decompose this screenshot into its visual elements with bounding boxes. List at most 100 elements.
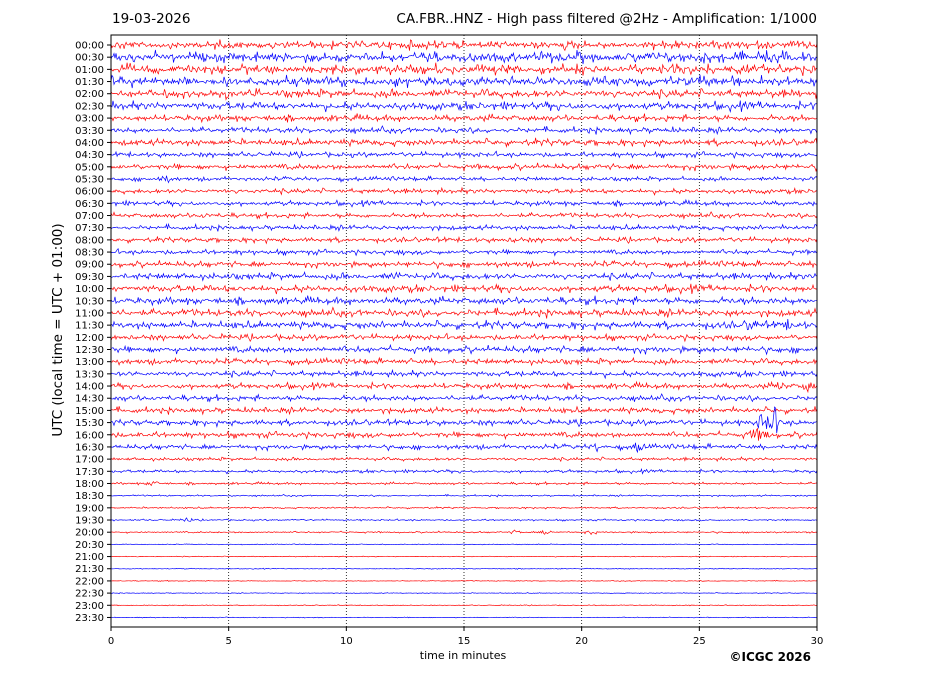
- trace-row-1930: [110, 517, 818, 522]
- trace-rows: [110, 39, 818, 619]
- row-label: 07:00: [75, 211, 104, 222]
- trace-row-0700: [110, 211, 818, 220]
- plot-frame: [110, 34, 818, 628]
- row-label: 13:00: [75, 357, 104, 368]
- row-label: 05:30: [75, 174, 104, 185]
- row-label: 22:30: [75, 589, 104, 600]
- row-label: 00:00: [75, 41, 104, 52]
- date-label: 19-03-2026: [112, 11, 191, 27]
- trace-row-1100: [110, 306, 818, 319]
- trace-row-0530: [110, 175, 818, 184]
- row-label: 07:30: [75, 223, 104, 234]
- row-label: 23:00: [75, 601, 104, 612]
- row-label: 09:00: [75, 260, 104, 271]
- row-label: 06:00: [75, 187, 104, 198]
- x-tick-label: 0: [108, 636, 114, 647]
- x-tick-label: 30: [811, 636, 824, 647]
- row-label: 11:30: [75, 321, 104, 332]
- trace-row-2200: [110, 579, 818, 582]
- row-label: 08:30: [75, 248, 104, 259]
- row-label: 06:30: [75, 199, 104, 210]
- row-label: 04:30: [75, 150, 104, 161]
- row-label: 13:30: [75, 369, 104, 380]
- trace-row-2100: [110, 555, 818, 558]
- trace-row-0030: [110, 49, 818, 65]
- trace-row-1800: [110, 480, 818, 487]
- row-label: 19:00: [75, 503, 104, 514]
- trace-row-0430: [110, 150, 818, 160]
- row-label: 19:30: [75, 516, 104, 527]
- trace-row-2030: [110, 543, 818, 546]
- row-label: 23:30: [75, 613, 104, 624]
- trace-row-2130: [110, 567, 817, 570]
- trace-row-0830: [110, 247, 818, 257]
- trace-row-1000: [110, 283, 818, 295]
- row-label: 18:00: [75, 479, 104, 490]
- trace-row-0200: [110, 87, 818, 101]
- row-label: 21:30: [75, 564, 104, 575]
- trace-row-2230: [110, 592, 818, 595]
- row-label: 14:30: [75, 394, 104, 405]
- trace-row-1430: [110, 393, 818, 403]
- trace-row-0000: [110, 39, 818, 52]
- row-label: 12:00: [75, 333, 104, 344]
- trace-row-0300: [110, 113, 818, 124]
- x-tick-label: 10: [340, 636, 353, 647]
- trace-row-1630: [110, 442, 818, 454]
- row-label: 17:00: [75, 455, 104, 466]
- trace-row-1530: [110, 406, 818, 434]
- trace-row-0230: [110, 100, 818, 113]
- row-label: 14:00: [75, 382, 104, 393]
- trace-row-1900: [110, 506, 818, 510]
- trace-row-0930: [110, 270, 818, 282]
- x-tick-labels: 0 5 10 15 20 25 30: [108, 627, 824, 647]
- row-label: 18:30: [75, 491, 104, 502]
- row-label: 03:00: [75, 114, 104, 125]
- row-label: 10:00: [75, 284, 104, 295]
- row-label: 15:00: [75, 406, 104, 417]
- trace-row-0800: [110, 235, 818, 245]
- row-label: 04:00: [75, 138, 104, 149]
- row-label: 10:30: [75, 296, 104, 307]
- trace-row-0900: [110, 259, 818, 270]
- x-axis-label: time in minutes: [419, 649, 507, 662]
- trace-row-1600: [110, 427, 818, 441]
- trace-row-1300: [110, 356, 818, 367]
- x-tick-label: 15: [458, 636, 471, 647]
- row-label: 08:00: [75, 235, 104, 246]
- trace-row-1030: [110, 295, 818, 307]
- trace-row-1230: [110, 343, 818, 356]
- trace-row-1200: [110, 332, 818, 343]
- row-label: 12:30: [75, 345, 104, 356]
- trace-row-1700: [110, 456, 818, 463]
- row-label: 11:00: [75, 308, 104, 319]
- trace-row-0330: [110, 125, 818, 136]
- trace-row-2300: [110, 604, 818, 607]
- row-label: 16:30: [75, 442, 104, 453]
- row-label: 16:00: [75, 430, 104, 441]
- row-label: 17:30: [75, 467, 104, 478]
- trace-row-2330: [110, 616, 818, 619]
- chart-title: CA.FBR..HNZ - High pass filtered @2Hz - …: [396, 11, 817, 27]
- trace-row-2000: [110, 529, 818, 536]
- trace-row-1500: [110, 405, 818, 416]
- row-label: 05:00: [75, 162, 104, 173]
- row-label: 02:30: [75, 101, 104, 112]
- row-label: 03:30: [75, 126, 104, 137]
- trace-row-0730: [110, 222, 818, 233]
- trace-row-1400: [110, 380, 818, 394]
- trace-row-1130: [110, 319, 818, 331]
- row-label: 20:30: [75, 540, 104, 551]
- grid-lines: [228, 35, 700, 627]
- trace-row-0100: [110, 62, 818, 77]
- trace-row-1830: [110, 493, 818, 498]
- trace-row-0500: [110, 161, 818, 173]
- x-tick-label: 5: [225, 636, 231, 647]
- trace-row-0630: [110, 198, 818, 208]
- trace-row-1730: [110, 468, 818, 475]
- row-label: 01:30: [75, 77, 104, 88]
- x-tick-label: 20: [575, 636, 588, 647]
